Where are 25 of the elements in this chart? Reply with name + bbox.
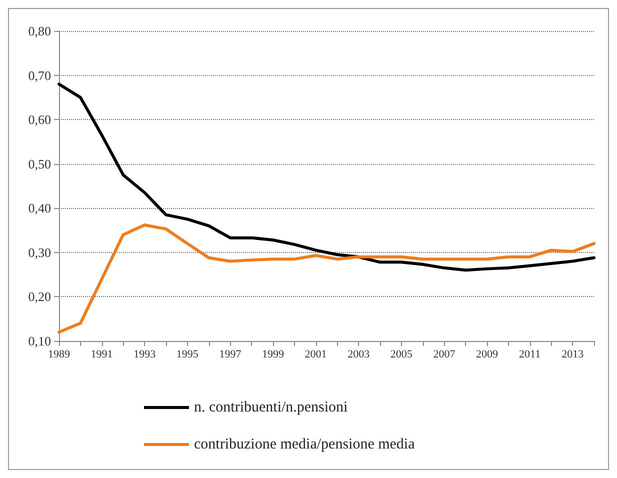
x-tick-label: 2003	[348, 348, 370, 360]
legend-label: contribuzione media/pensione media	[194, 436, 416, 452]
y-tick-label: 0,40	[28, 200, 51, 216]
y-tick-label: 0,70	[28, 68, 51, 83]
y-tick-label: 0,20	[28, 289, 51, 304]
y-tick-label: 0,50	[28, 156, 51, 172]
x-tick-label: 1995	[176, 348, 199, 360]
y-tick-label: 0,10	[28, 334, 51, 348]
x-tick-label: 2011	[519, 348, 541, 360]
x-tick-label: 2001	[304, 348, 327, 360]
x-tick-label: 2013	[562, 348, 584, 360]
x-tick-label: 1991	[90, 348, 113, 360]
x-tick-label: 2009	[476, 348, 498, 360]
y-tick-label: 0,80	[28, 24, 51, 38]
x-tick-label: 2007	[433, 348, 456, 360]
x-tick-label: 1999	[262, 348, 284, 360]
legend-label: n. contribuenti/n.pensioni	[194, 400, 348, 416]
x-tick-label: 1989	[48, 348, 70, 360]
y-tick-label: 0,30	[28, 244, 51, 260]
y-tick-label: 0,60	[28, 112, 51, 128]
x-tick-label: 1997	[219, 348, 242, 360]
line-series	[58, 82, 596, 272]
line-series	[58, 223, 596, 334]
x-tick-label: 1993	[134, 348, 156, 360]
x-tick-label: 2005	[390, 348, 413, 360]
